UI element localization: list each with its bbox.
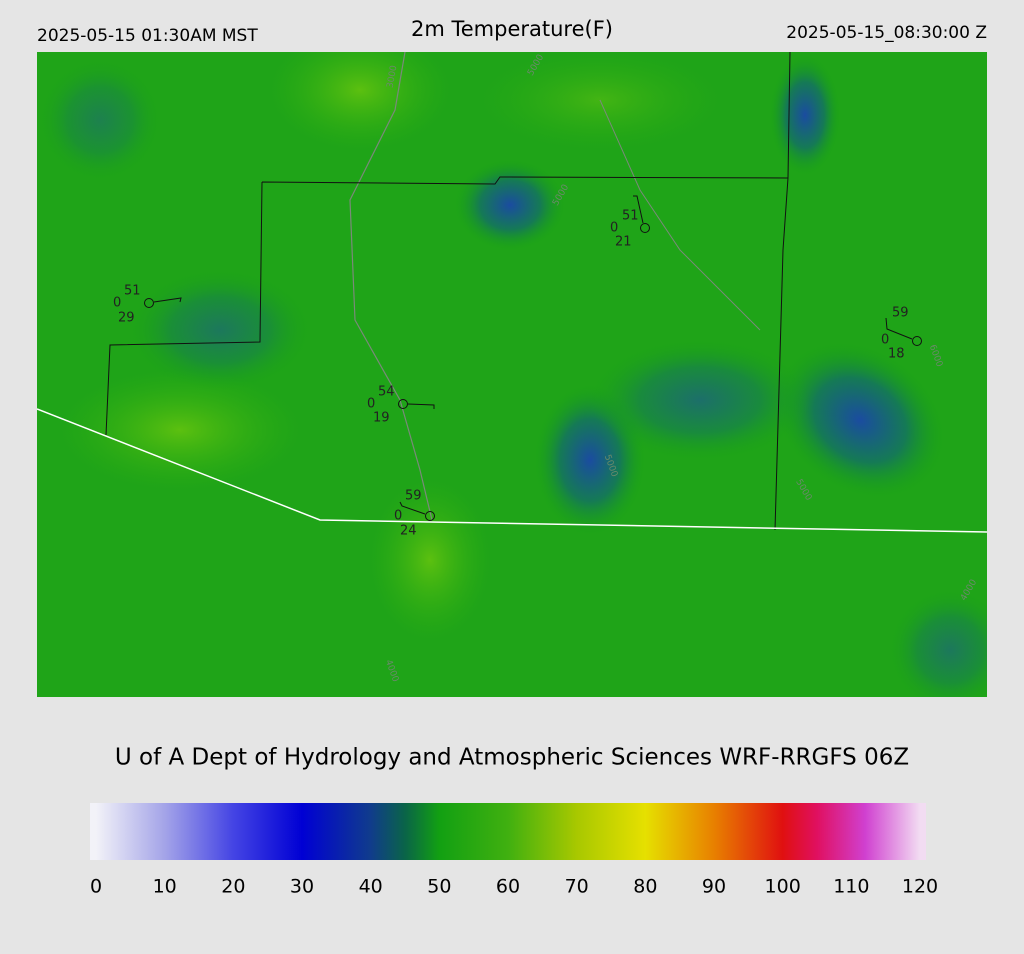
colorbar-tick-label: 120 (902, 876, 938, 898)
station-temp: 59 (405, 489, 422, 504)
colorbar-tick-label: 10 (153, 876, 177, 898)
station-dew: 29 (118, 311, 135, 326)
colorbar (90, 803, 926, 860)
map-title: 2m Temperature(F) (411, 17, 613, 41)
station-temp: 54 (378, 385, 395, 400)
colorbar-tick-label: 20 (221, 876, 245, 898)
station-dew: 21 (615, 235, 632, 250)
colorbar-tick-label: 30 (290, 876, 314, 898)
station-value: 0 (113, 296, 121, 311)
colorbar-tick-label: 100 (765, 876, 801, 898)
station-temp: 59 (892, 306, 909, 321)
map: 51 0 29 51 0 21 59 0 18 54 0 19 59 0 24 … (37, 52, 987, 697)
station-value: 0 (610, 221, 618, 236)
station-temp: 51 (622, 209, 639, 224)
colorbar-tick-label: 0 (90, 876, 102, 898)
station-value: 0 (367, 397, 375, 412)
colorbar-ticks: 0 10 20 30 40 50 60 70 80 90 100 110 120 (90, 876, 938, 898)
colorbar-tick-label: 90 (702, 876, 726, 898)
station-value: 0 (394, 509, 402, 524)
colorbar-tick-label: 70 (565, 876, 589, 898)
footer: U of A Dept of Hydrology and Atmospheric… (115, 745, 909, 771)
colorbar-tick-label: 40 (359, 876, 383, 898)
valid-time: 2025-05-15_08:30:00 Z (786, 23, 987, 43)
station-value: 0 (881, 333, 889, 348)
station-dew: 24 (400, 524, 417, 539)
station-dew: 19 (373, 411, 390, 426)
contour-label: 3000 (386, 64, 400, 89)
colorbar-tick-label: 60 (496, 876, 520, 898)
colorbar-tick-label: 50 (427, 876, 451, 898)
colorbar-tick-label: 110 (833, 876, 869, 898)
station-temp: 51 (124, 284, 141, 299)
local-time: 2025-05-15 01:30AM MST (37, 26, 258, 46)
colorbar-tick-label: 80 (633, 876, 657, 898)
station-dew: 18 (888, 347, 905, 362)
